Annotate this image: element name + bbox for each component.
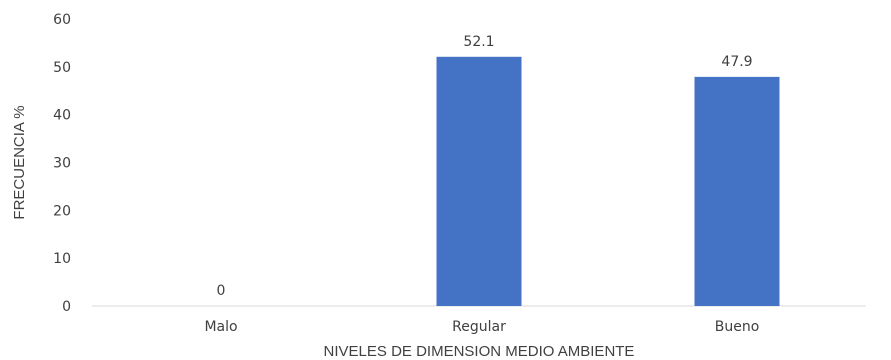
data-label-malo: 0 [217,283,226,299]
y-tick-label: 10 [53,251,71,267]
y-tick-label: 60 [53,12,71,28]
x-tick-label-bueno: Bueno [715,319,760,335]
x-tick-label-malo: Malo [204,319,237,335]
y-tick-label: 20 [53,203,71,219]
y-tick-label: 50 [53,60,71,76]
x-axis-title: NIVELES DE DIMENSION MEDIO AMBIENTE [324,343,635,360]
data-label-bueno: 47.9 [721,54,752,70]
x-axis-ticks: Malo Regular Bueno [204,319,759,335]
data-labels: 0 52.1 47.9 [217,34,753,299]
y-tick-label: 30 [53,156,71,172]
bars [436,56,780,307]
y-axis-ticks: 0 10 20 30 40 50 60 [53,12,71,315]
bar-regular [436,56,522,307]
y-axis-title: FRECUENCIA % [11,105,28,219]
data-label-regular: 52.1 [463,34,494,50]
y-tick-label: 40 [53,108,71,124]
bar-bueno [694,76,780,307]
y-tick-label: 0 [62,299,71,315]
x-tick-label-regular: Regular [452,319,506,335]
